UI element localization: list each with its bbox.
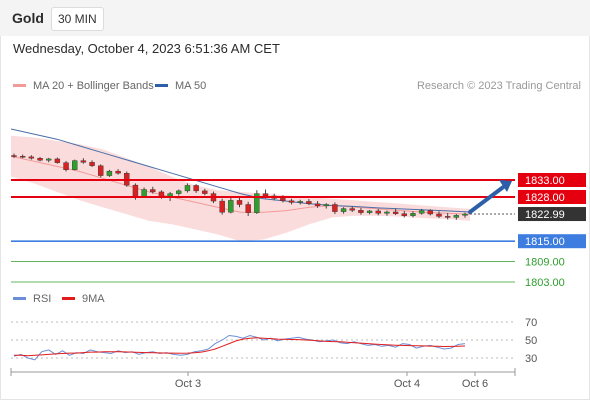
candle-body	[375, 210, 381, 214]
time-axis-label: Oct 4	[394, 378, 420, 390]
candle-body	[254, 193, 260, 213]
candle-body	[427, 210, 434, 215]
rsi-panel: 30 50 70	[11, 317, 537, 365]
candle-body	[219, 200, 225, 213]
candle-body	[401, 213, 407, 216]
candle-body	[158, 191, 165, 197]
candle-body	[228, 200, 234, 213]
candle-body	[115, 170, 121, 174]
price-levels-layer: 1833.00 1828.00 1815.00 1809.00 1803.00 1822.…	[11, 173, 586, 289]
candle-body	[72, 160, 78, 170]
candle-body	[410, 213, 416, 216]
legend-label-rsi: RSI	[33, 293, 52, 305]
candle-body	[132, 184, 139, 197]
candle-body	[297, 201, 303, 203]
candle-body	[98, 165, 104, 176]
candle-body	[11, 155, 17, 157]
current-price-label: 1822.99	[525, 209, 565, 221]
legend-label-9ma: 9MA	[82, 293, 105, 305]
time-axis: Oct 3 Oct 4 Oct 6	[10, 368, 516, 390]
candle-body	[141, 189, 147, 197]
level-label: 1828.00	[525, 192, 565, 204]
level-label: 1815.00	[525, 236, 565, 248]
legend-item-ma50: MA 50	[155, 80, 206, 92]
candle-body	[306, 201, 312, 204]
candle-body	[106, 170, 113, 176]
level-label-bg	[518, 173, 586, 187]
candle-body	[202, 190, 208, 194]
candle-body	[384, 211, 390, 214]
candle-body	[453, 215, 460, 218]
rsi-line	[13, 334, 466, 361]
candle-body	[236, 200, 243, 205]
candle-body	[262, 193, 269, 197]
candle-body	[462, 213, 468, 216]
candle-body	[436, 213, 442, 217]
candle-body	[444, 216, 451, 218]
candle-body	[280, 198, 286, 201]
candle-body	[54, 158, 61, 163]
legend-label-ma50: MA 50	[175, 80, 207, 92]
candle-body	[323, 204, 329, 207]
time-axis-label: Oct 6	[462, 378, 488, 390]
time-axis-label: Oct 3	[175, 378, 201, 390]
ma20-line	[10, 155, 471, 215]
legend-label-ma20: MA 20 + Bollinger Bands	[33, 80, 154, 92]
candle-body	[332, 204, 338, 212]
legend-item-ma20-bollinger: MA 20 + Bollinger Bands	[13, 80, 154, 92]
level-label: 1803.00	[525, 277, 565, 289]
current-price-bg	[518, 207, 586, 222]
candle-body	[358, 210, 364, 213]
bollinger-band-area	[11, 135, 470, 242]
candle-body	[349, 208, 355, 211]
copyright-text: Research © 2023 Trading Central	[416, 80, 581, 92]
level-label-bg	[518, 190, 586, 204]
bollinger-band-layer	[11, 135, 470, 242]
candle-body	[184, 185, 191, 192]
candle-body	[167, 193, 173, 197]
candle-body	[150, 189, 156, 193]
level-label: 1833.00	[525, 175, 565, 187]
rsi-9ma-line	[14, 337, 466, 357]
candle-body	[89, 162, 95, 166]
candle-body	[314, 203, 321, 207]
rsi-tick-label: 70	[525, 317, 537, 329]
legend-item-rsi: RSI	[13, 293, 51, 305]
legend-swatch-ma20	[13, 83, 26, 87]
projection-arrow-shaft	[468, 183, 508, 215]
moving-average-layer	[10, 128, 471, 215]
candle-body	[37, 158, 43, 161]
candle-body	[288, 200, 295, 203]
legend-item-9ma: 9MA	[62, 293, 105, 305]
projection-arrow-head	[499, 180, 512, 192]
candle-body	[366, 210, 373, 213]
candle-body	[392, 211, 399, 214]
candle-body	[28, 156, 35, 159]
candle-body	[19, 155, 26, 158]
level-label-bg	[518, 234, 586, 249]
rsi-tick-label: 30	[525, 353, 537, 365]
asset-name: Gold	[12, 10, 44, 26]
candle-body	[45, 158, 52, 161]
legend-swatch-ma50	[155, 83, 168, 87]
level-label: 1809.00	[525, 257, 565, 269]
candle-body	[418, 210, 425, 214]
rsi-tick-label: 50	[525, 335, 537, 347]
candle-body	[80, 160, 87, 163]
timeframe-badge[interactable]: 30 MIN	[51, 7, 104, 31]
candle-body	[245, 204, 251, 213]
candle-body	[340, 208, 347, 212]
candle-body	[63, 162, 69, 171]
candle-body	[193, 185, 199, 192]
chart-datetime: Wednesday, October 4, 2023 6:51:36 AM CE…	[13, 41, 280, 56]
candle-body	[176, 190, 182, 194]
legend-swatch-9ma	[62, 296, 75, 300]
ma50-line	[10, 128, 471, 213]
legend-swatch-rsi	[13, 296, 26, 300]
